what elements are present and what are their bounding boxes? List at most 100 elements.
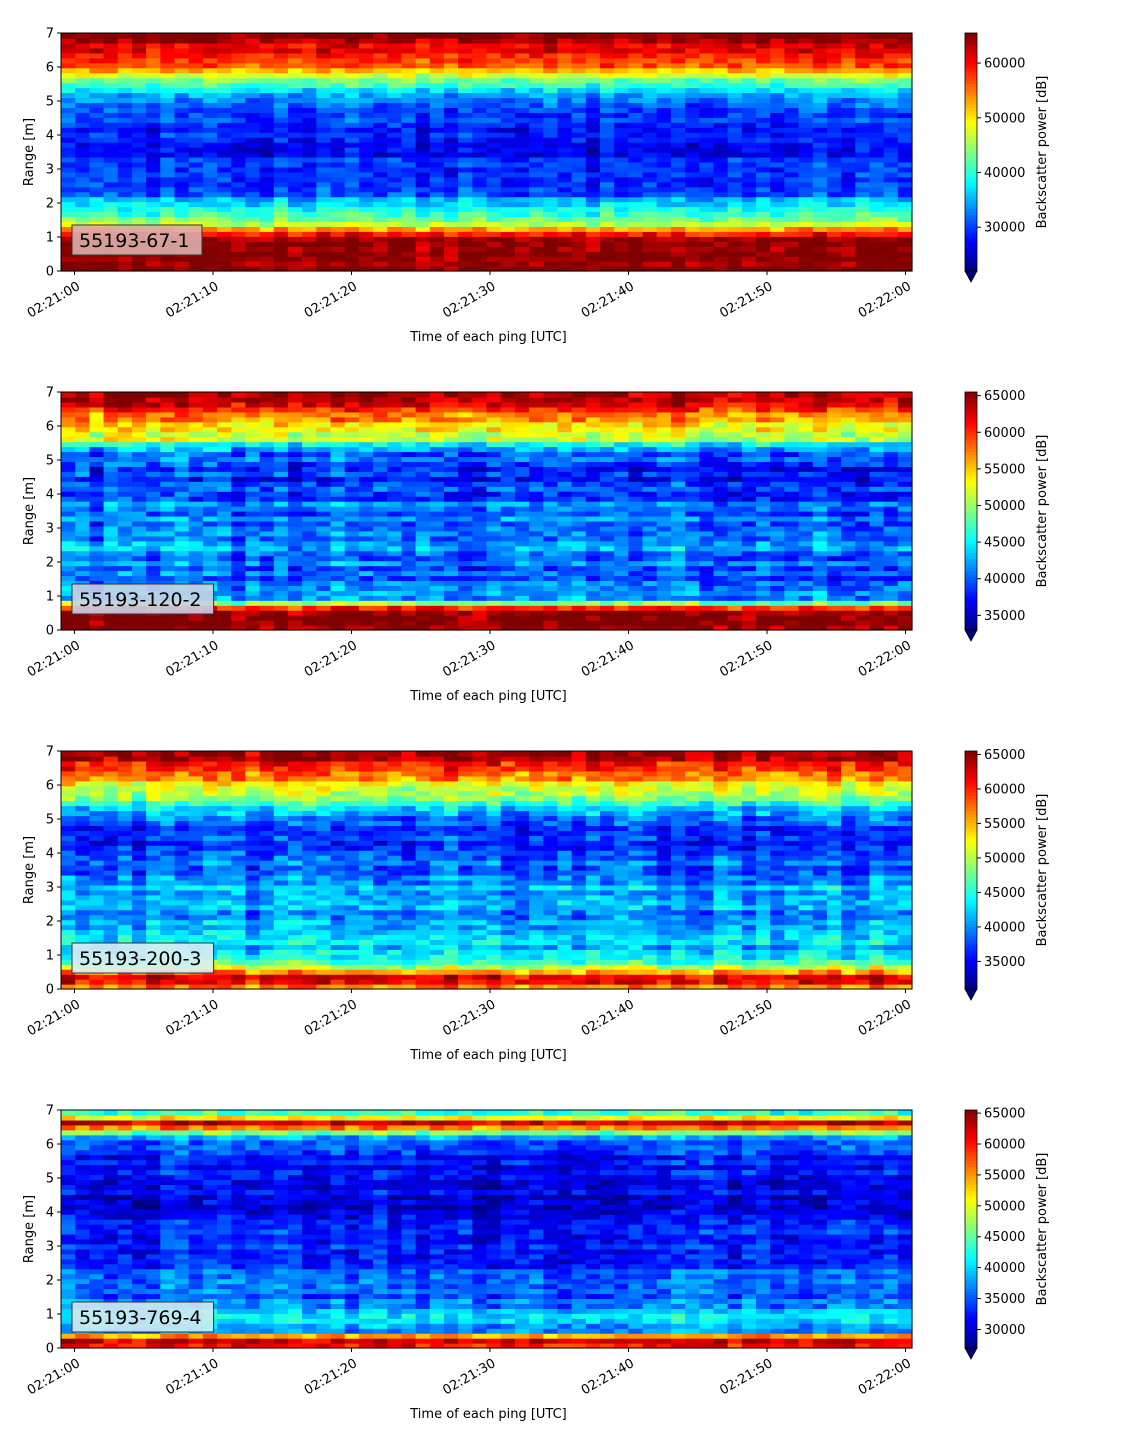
heatmap-cell	[501, 207, 516, 213]
heatmap-cell	[600, 192, 615, 198]
heatmap-cell	[203, 491, 218, 497]
colorbar-step	[965, 197, 977, 200]
heatmap-cell	[416, 590, 431, 596]
heatmap-cell	[501, 73, 516, 79]
heatmap-cell	[302, 68, 317, 74]
heatmap-cell	[89, 127, 104, 133]
heatmap-cell	[288, 38, 303, 44]
heatmap-cell	[444, 595, 459, 601]
heatmap-cell	[841, 117, 856, 123]
heatmap-cell	[89, 172, 104, 178]
heatmap-cell	[713, 88, 728, 94]
heatmap-cell	[643, 137, 658, 143]
heatmap-cell	[401, 551, 416, 557]
heatmap-cell	[685, 157, 700, 163]
heatmap-cell	[174, 167, 189, 173]
heatmap-cell	[89, 256, 104, 262]
heatmap-cell	[274, 566, 289, 572]
heatmap-cell	[557, 38, 572, 44]
heatmap-cell	[869, 142, 884, 148]
heatmap-cell	[728, 595, 743, 601]
heatmap-cell	[628, 152, 643, 158]
heatmap-cell	[799, 481, 814, 487]
heatmap-cell	[713, 78, 728, 84]
heatmap-cell	[671, 610, 686, 616]
heatmap-cell	[628, 551, 643, 557]
heatmap-cell	[146, 541, 161, 547]
heatmap-cell	[174, 620, 189, 626]
heatmap-cell	[217, 575, 232, 581]
heatmap-cell	[841, 236, 856, 242]
heatmap-cell	[572, 615, 587, 621]
heatmap-cell	[132, 97, 147, 103]
heatmap-cell	[174, 157, 189, 163]
heatmap-cell	[898, 127, 913, 133]
heatmap-cell	[274, 68, 289, 74]
heatmap-cell	[75, 38, 90, 44]
heatmap-cell	[657, 575, 672, 581]
heatmap-cell	[203, 541, 218, 547]
heatmap-cell	[260, 197, 275, 203]
heatmap-cell	[685, 187, 700, 193]
heatmap-cell	[728, 251, 743, 257]
heatmap-cell	[756, 177, 771, 183]
heatmap-cell	[799, 53, 814, 59]
heatmap-cell	[586, 38, 601, 44]
x-tick-label: 02:21:00	[25, 279, 83, 321]
heatmap-cell	[430, 147, 445, 153]
heatmap-cell	[174, 53, 189, 59]
heatmap-cell	[799, 561, 814, 567]
heatmap-cell	[557, 187, 572, 193]
heatmap-cell	[146, 511, 161, 517]
heatmap-cell	[756, 221, 771, 227]
heatmap-cell	[572, 187, 587, 193]
heatmap-cell	[884, 261, 899, 267]
heatmap-cell	[104, 182, 119, 188]
heatmap-cell	[855, 556, 870, 562]
heatmap-cell	[458, 197, 473, 203]
heatmap-cell	[543, 226, 558, 232]
heatmap-cell	[543, 595, 558, 601]
heatmap-cell	[316, 236, 331, 242]
heatmap-cell	[387, 73, 402, 79]
heatmap-cell	[274, 246, 289, 252]
heatmap-cell	[728, 43, 743, 49]
heatmap-cell	[898, 575, 913, 581]
heatmap-cell	[898, 536, 913, 542]
heatmap-cell	[487, 595, 502, 601]
heatmap-cell	[728, 152, 743, 158]
heatmap-cell	[487, 251, 502, 257]
heatmap-cell	[813, 33, 828, 39]
heatmap-cell	[472, 610, 487, 616]
heatmap-cell	[515, 58, 530, 64]
heatmap-cell	[643, 590, 658, 596]
heatmap-cell	[359, 251, 374, 257]
heatmap-cell	[529, 471, 544, 477]
heatmap-cell	[75, 481, 90, 487]
heatmap-cell	[614, 132, 629, 138]
heatmap-cell	[118, 63, 133, 69]
heatmap-cell	[529, 43, 544, 49]
colorbar-step	[965, 131, 977, 134]
heatmap-cell	[841, 511, 856, 517]
heatmap-cell	[458, 575, 473, 581]
heatmap-cell	[529, 122, 544, 128]
heatmap-cell	[742, 102, 757, 108]
heatmap-cell	[345, 610, 360, 616]
heatmap-cell	[869, 541, 884, 547]
heatmap-cell	[742, 556, 757, 562]
heatmap-cell	[487, 38, 502, 44]
heatmap-cell	[274, 177, 289, 183]
heatmap-cell	[146, 48, 161, 54]
heatmap-cell	[869, 83, 884, 89]
heatmap-cell	[671, 58, 686, 64]
heatmap-cell	[387, 127, 402, 133]
heatmap-cell	[330, 78, 345, 84]
heatmap-cell	[472, 187, 487, 193]
heatmap-cell	[799, 226, 814, 232]
heatmap-cell	[118, 172, 133, 178]
heatmap-cell	[699, 531, 714, 537]
heatmap-cell	[174, 88, 189, 94]
heatmap-cell	[260, 595, 275, 601]
heatmap-cell	[756, 83, 771, 89]
